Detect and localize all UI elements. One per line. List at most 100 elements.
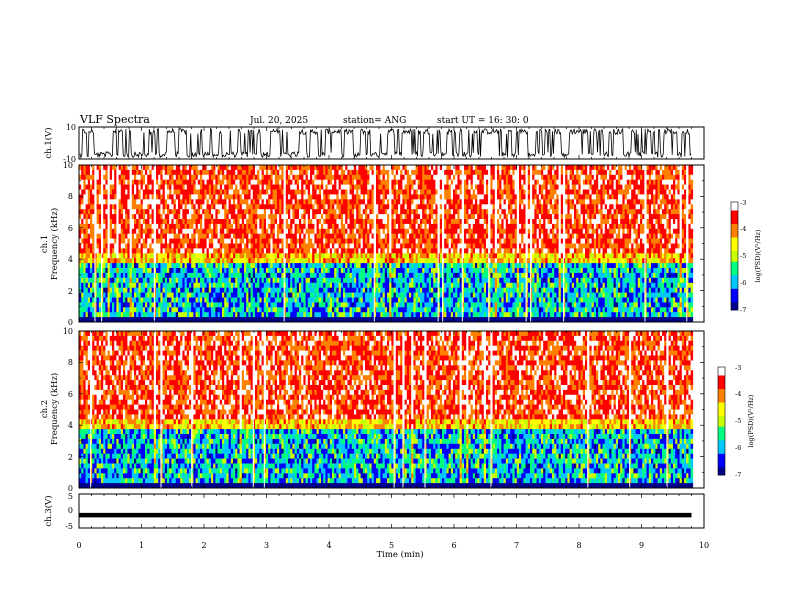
spectrogram-cell [354,302,357,308]
spectrogram-cell [307,214,311,220]
spectrogram-cell [145,223,148,230]
spectrogram-cell [180,228,183,235]
spectrogram-cell [387,194,390,200]
spectrogram-cell [204,179,207,185]
spectrogram-cell [409,307,412,313]
spectrogram-cell [244,317,247,322]
spectrogram-cell [178,179,181,185]
spectrogram-cell [120,174,124,181]
spectrogram-cell [340,169,344,176]
spectrogram-cell [235,277,238,284]
spectrogram-cell [237,165,240,171]
spectrogram-cell [413,263,416,269]
spectrogram-cell [371,307,375,313]
spectrogram-cell [138,287,141,293]
spectrogram-cell [175,282,179,289]
spectrogram-cell [266,292,269,298]
spectrogram-cell [125,258,128,264]
spectrogram-cell [107,277,111,284]
spectrogram-cell [281,165,284,171]
spectrogram-cell [142,233,146,239]
spectrogram-cell [288,223,291,230]
spectrogram-cell [382,204,386,210]
spectrogram-cell [98,263,102,269]
spectrogram-cell [299,179,302,185]
spectrogram-cell [213,297,216,303]
spectrogram-cell [109,204,113,210]
spectrogram-cell [307,268,311,274]
spectrogram-cell [378,214,381,220]
spectrogram-cell [402,248,405,254]
spectrogram-cell [285,199,289,205]
spectrogram-cell [241,263,245,269]
spectrogram-cell [138,165,141,171]
spectrogram-cell [259,312,262,318]
spectrogram-cell [116,194,119,200]
spectrogram-cell [380,317,383,322]
spectrogram-cell [409,277,412,284]
spectrogram-cell [189,209,192,215]
spectrogram-cell [134,268,137,274]
spectrogram-cell [398,277,401,284]
spectrogram-cell [191,317,194,322]
spectrogram-cell [193,297,196,303]
spectrogram-cell [120,253,124,259]
spectrogram-cell [118,223,122,230]
spectrogram-cell [356,248,359,254]
spectrogram-cell [162,312,166,318]
spectrogram-cell [301,277,304,284]
spectrogram-cell [206,219,210,225]
spectrogram-cell [140,307,144,313]
spectrogram-cell [312,292,315,298]
spectrogram-cell [118,282,122,289]
spectrogram-cell [224,165,227,171]
spectrogram-cell [235,272,238,279]
spectrogram-cell [382,268,386,274]
spectrogram-cell [384,287,388,293]
spectrogram-cell [365,199,368,205]
spectrogram-cell [263,253,267,259]
spectrogram-cell [303,238,306,244]
spectrogram-cell [158,263,161,269]
spectrogram-cell [186,292,190,298]
spectrogram-cell [103,209,106,215]
spectrogram-cell [191,277,194,284]
spectrogram-cell [206,263,210,269]
spectrogram-cell [257,169,260,176]
spectrogram-cell [90,243,93,249]
spectrogram-cell [347,243,350,249]
spectrogram-cell [393,209,397,215]
spectrogram-cell [340,312,344,318]
spectrogram-cell [167,317,170,322]
spectrogram-cell [376,282,379,289]
spectrogram-cell [81,253,84,259]
spectrogram-cell [274,179,278,185]
spectrogram-cell [336,292,339,298]
spectrogram-cell [142,243,146,249]
spectrogram-cell [274,238,278,244]
spectrogram-cell [380,179,383,185]
spectrogram-cell [241,292,245,298]
spectrogram-cell [384,248,388,254]
spectrogram-cell [281,317,284,322]
spectrogram-cell [365,282,368,289]
spectrogram-cell [323,282,326,289]
spectrogram-cell [153,238,157,244]
spectrogram-cell [85,169,89,176]
spectrogram-cell [228,174,232,181]
spectrogram-cell [131,179,135,185]
spectrogram-cell [301,199,304,205]
spectrogram-cell [389,317,392,322]
spectrogram-cell [268,317,271,322]
spectrogram-cell [228,214,232,220]
spectrogram-cell [327,238,331,244]
spectrogram-cell [270,268,273,274]
spectrogram-cell [316,307,320,313]
spectrogram-cell [301,268,304,274]
spectrogram-cell [96,302,100,308]
spectrogram-cell [98,317,102,322]
spectrogram-cell [316,297,320,303]
spectrogram-cell [83,263,86,269]
spectrogram-cell [239,223,243,230]
spectrogram-cell [208,258,212,264]
